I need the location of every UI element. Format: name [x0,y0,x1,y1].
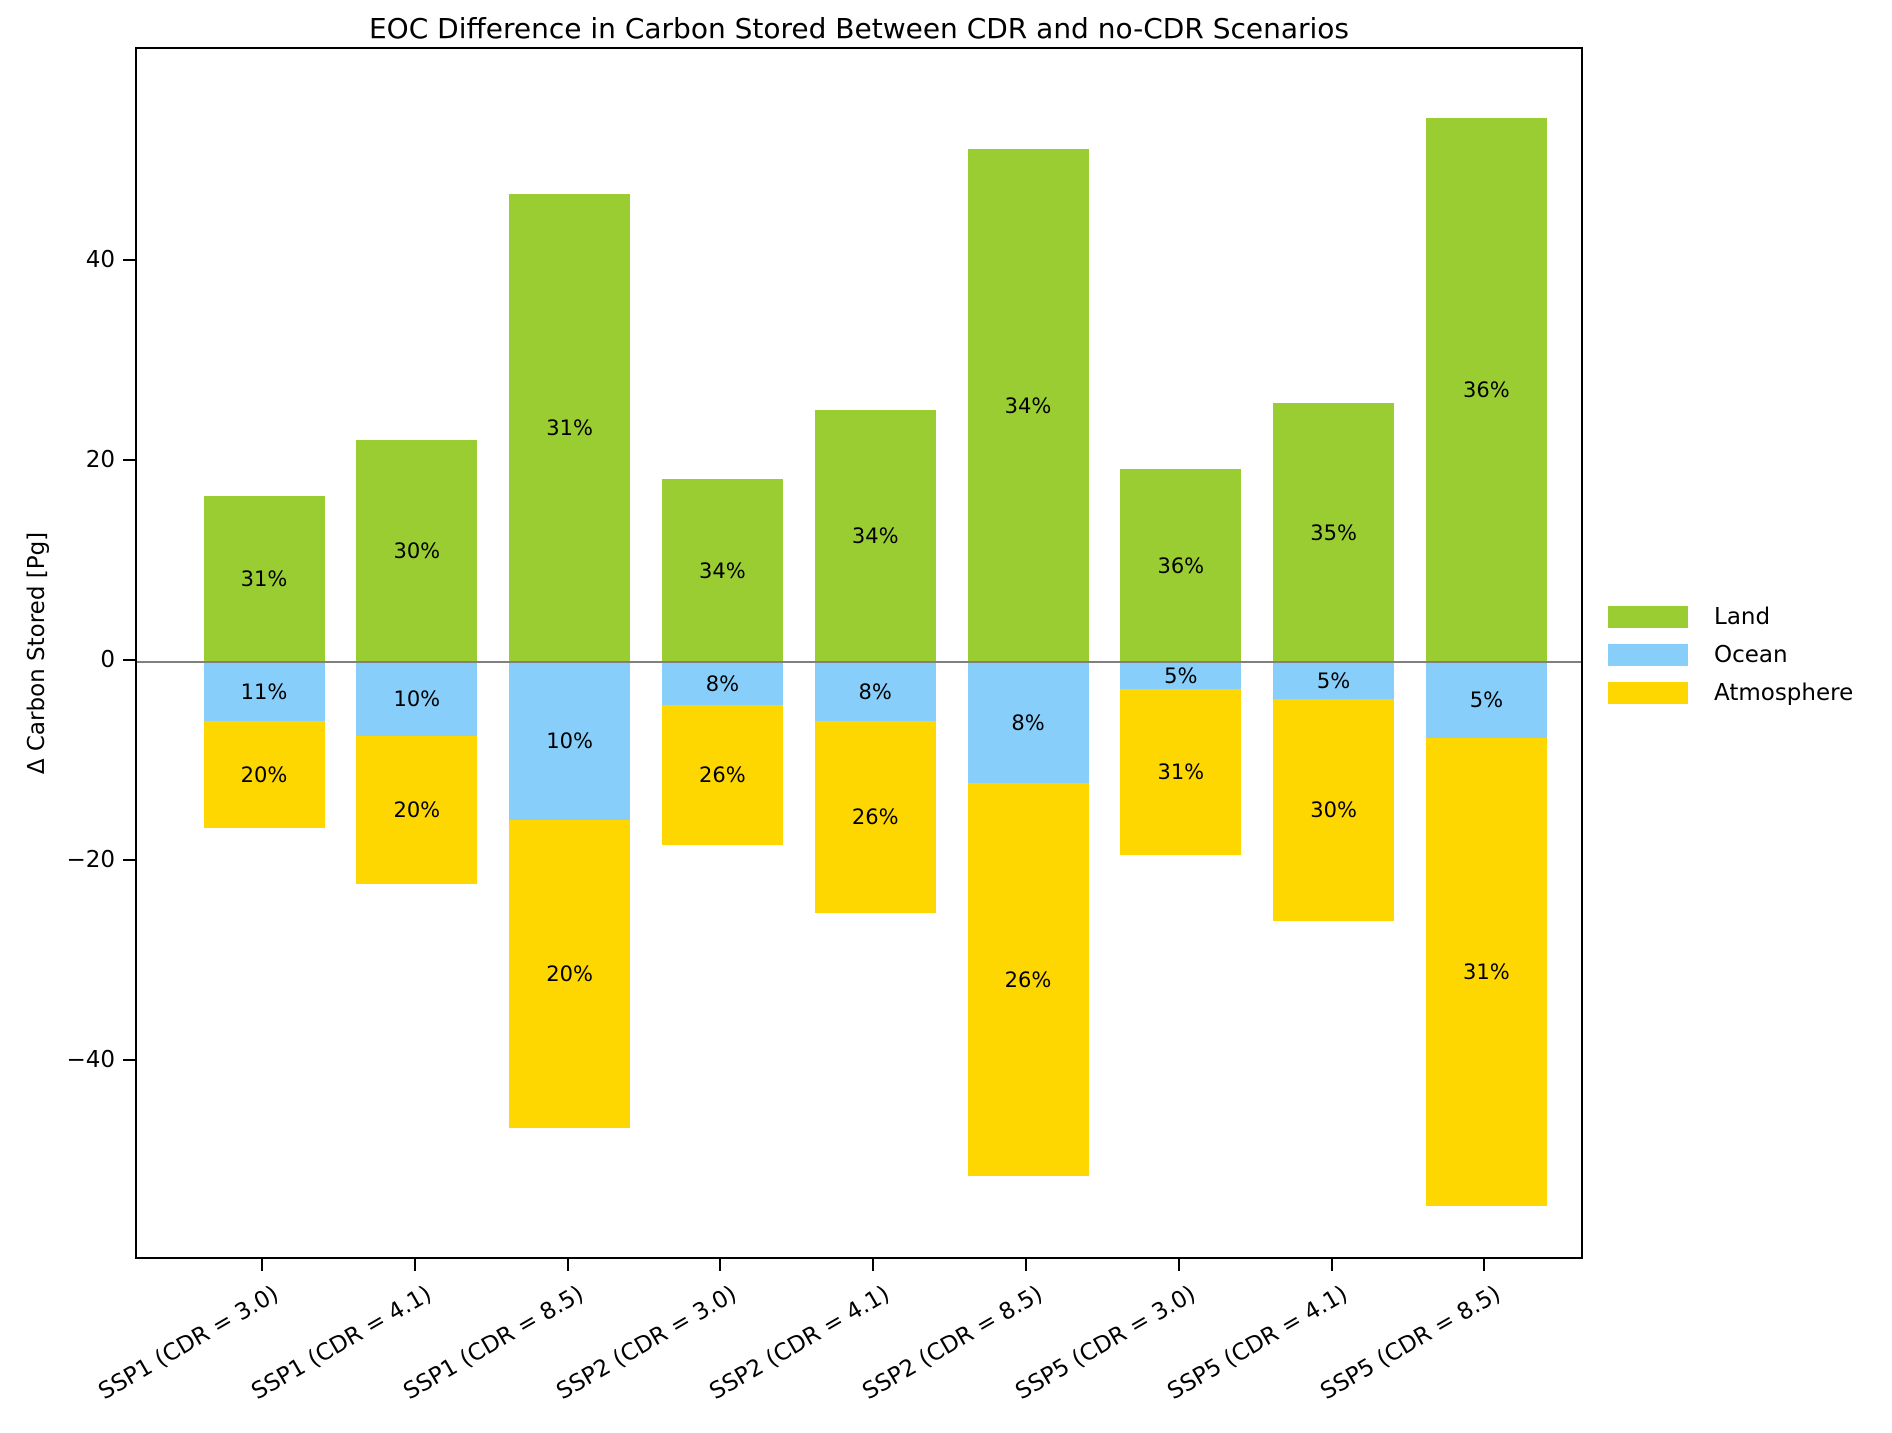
bar-segment-label: 31% [1463,960,1510,984]
bar-segment-ocean [203,662,325,721]
bar-segment-label: 26% [699,763,746,787]
bar-segment-ocean [661,662,783,705]
bar-segment-land [661,479,783,662]
bar-segment-land [1273,403,1395,662]
bar-segment-atmosphere [967,783,1089,1176]
bar-segment-atmosphere [509,820,631,1128]
bar-segment-land [509,194,631,662]
bar-segment-label: 20% [393,798,441,822]
bar-segment-label: 20% [240,762,288,787]
bar-segment-label: 35% [1310,520,1357,545]
bar-segment-label: 26% [851,805,899,829]
bar-segment-land [1425,118,1547,662]
y-tick-label: −40 [66,1047,115,1073]
legend-item-atmosphere: Atmosphere [1608,680,1853,706]
bar-segment-atmosphere [814,721,936,913]
bar-segment-ocean [1425,662,1547,738]
bar-segment-ocean [1273,662,1395,699]
x-tick-mark [872,1259,875,1271]
x-tick-mark [719,1259,722,1271]
x-tick-mark [1483,1259,1486,1271]
y-tick-label: 0 [100,647,115,673]
bar-segment-label: 36% [1157,553,1205,578]
bar-segment-label: 8% [1011,710,1045,735]
bar-segment-label: 34% [699,558,746,583]
bar-segment-ocean [1120,662,1242,689]
bar-segment-ocean [814,662,936,721]
bar-segment-atmosphere [661,705,783,845]
chart-title: EOC Difference in Carbon Stored Between … [368,12,1350,45]
bar-segment-label: 36% [1463,378,1510,402]
bar-segment-label: 10% [393,687,441,711]
bar-segment-label: 20% [546,962,593,986]
legend-label: Atmosphere [1714,680,1854,706]
bar-segment-land [1120,469,1242,662]
bar-segment-ocean [967,662,1089,783]
legend-swatch-ocean [1608,644,1688,666]
bar-segment-label: 34% [851,524,899,548]
bar-segment-land [967,149,1089,662]
legend-swatch-land [1608,606,1688,628]
x-tick-mark [261,1259,263,1271]
bar-segment-label: 5% [1164,663,1198,688]
bar-segment-label: 5% [1316,668,1351,693]
bar-segment-label: 31% [546,416,593,440]
legend-label: Land [1714,604,1771,630]
y-tick-mark [123,259,135,261]
bar-segment-label: 11% [240,679,288,704]
bar-segment-atmosphere [356,736,478,884]
x-tick-mark [1025,1259,1027,1271]
bar-segment-ocean [356,662,478,736]
legend-item-ocean: Ocean [1608,642,1853,668]
x-tick-mark [566,1259,569,1271]
x-tick-mark [413,1259,416,1271]
bar-segment-label: 31% [1157,760,1205,784]
legend: Land Ocean Atmosphere [1608,604,1853,718]
bar-segment-label: 8% [858,679,892,704]
bar-segment-land [203,496,325,662]
bar-segment-label: 5% [1469,688,1504,712]
bar-segment-land [356,440,478,662]
bar-segment-atmosphere [1425,738,1547,1206]
y-tick-label: 20 [85,447,115,473]
bar-segment-label: 34% [1004,393,1052,418]
zero-line [137,661,1581,663]
bar-segment-land [814,410,936,662]
y-tick-mark [123,459,135,461]
y-tick-label: −20 [66,847,115,873]
bar-segment-atmosphere [1273,699,1395,921]
bar-segment-label: 10% [546,729,593,753]
bar-segment-label: 31% [240,567,288,591]
bar-segment-label: 8% [705,671,740,696]
y-tick-mark [123,659,135,661]
y-tick-label: 40 [85,247,115,273]
bar-segment-label: 30% [1310,798,1357,822]
x-tick-mark [1330,1259,1333,1271]
plot-area: 31% 11% 20% 30% 10% 20% 31% 10% 20% 34% 8% 26% 34% 8%… [135,47,1583,1259]
y-tick-mark [123,1059,135,1061]
bar-segment-atmosphere [1120,689,1242,855]
bar-segment-ocean [509,662,631,820]
bar-segment-label: 26% [1004,967,1052,992]
legend-swatch-atmosphere [1608,682,1688,704]
legend-label: Ocean [1714,642,1788,668]
bar-segment-atmosphere [203,721,325,828]
bar-segment-label: 30% [393,539,441,563]
y-tick-mark [123,859,135,861]
legend-item-land: Land [1608,604,1853,630]
x-tick-mark [1177,1259,1180,1271]
